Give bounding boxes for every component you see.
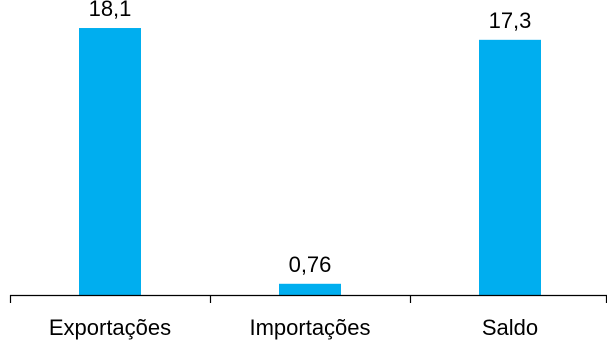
bar-3: [479, 39, 541, 296]
x-axis: [9, 294, 607, 303]
data-label-3: 17,3: [489, 8, 532, 33]
data-label-1: 18,1: [89, 0, 132, 21]
category-label-2: Importações: [249, 315, 370, 340]
category-label-3: Saldo: [482, 315, 538, 340]
category-label-1: Exportações: [49, 315, 171, 340]
bars-layer: [79, 28, 541, 296]
category-labels-layer: Exportações Importações Saldo: [49, 315, 538, 340]
bar-2: [279, 283, 341, 295]
bar-1: [79, 28, 141, 296]
data-labels-layer: 18,1 0,76 17,3: [89, 0, 532, 277]
data-label-2: 0,76: [289, 252, 332, 277]
